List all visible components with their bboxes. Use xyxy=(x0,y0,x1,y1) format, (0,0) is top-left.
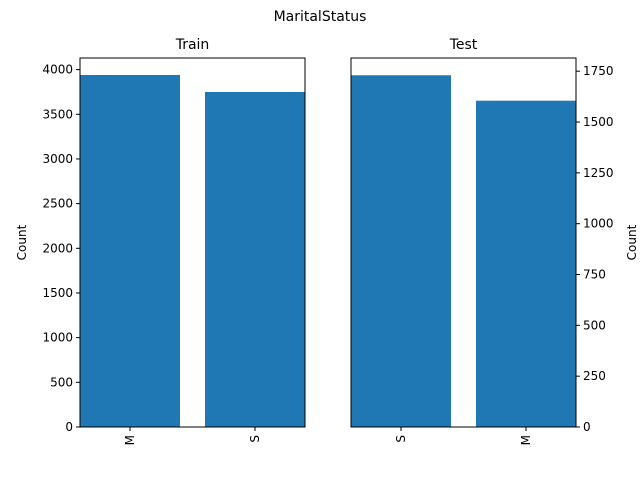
panel-1-bar-m xyxy=(80,74,180,427)
panel-1-ytick-label: 3000 xyxy=(42,152,73,166)
panel-2-ylabel: Count xyxy=(625,224,639,260)
panel-2-xtick-label: S xyxy=(394,435,408,443)
panel-2-ytick-label: 1000 xyxy=(583,217,614,231)
panel-2-ytick-label: 500 xyxy=(583,318,606,332)
panel-1-title: Train xyxy=(175,37,210,53)
panel-1-bar-s xyxy=(205,91,305,427)
panel-2-bar-s xyxy=(351,75,451,427)
panel-2-ytick-label: 750 xyxy=(583,268,606,282)
panel-1-ytick-label: 4000 xyxy=(42,63,73,77)
panel-1-xtick-label: M xyxy=(123,435,137,445)
panel-1-ytick-label: 2500 xyxy=(42,197,73,211)
panel-1-ytick-label: 3500 xyxy=(42,107,73,121)
panel-1-axes-frame xyxy=(79,57,306,428)
panel-2-ytick-label: 1500 xyxy=(583,115,614,129)
panel-2-bar-m xyxy=(476,100,576,427)
panel-2-axes-frame xyxy=(350,57,577,428)
panel-2-xtick-label: M xyxy=(519,435,533,445)
panel-1-ytick-label: 0 xyxy=(65,420,73,434)
panel-1-ytick-label: 1000 xyxy=(42,331,73,345)
panel-1-ytick-label: 500 xyxy=(50,375,73,389)
panel-1-ylabel: Count xyxy=(15,224,29,260)
panel-2-ytick-label: 250 xyxy=(583,369,606,383)
panel-2-ytick-label: 1250 xyxy=(583,166,614,180)
panel-1-ytick-label: 1500 xyxy=(42,286,73,300)
panel-1-xtick-label: S xyxy=(248,435,262,443)
panel-2-ytick-label: 0 xyxy=(583,420,591,434)
panel-2-title: Test xyxy=(449,37,478,53)
figure-suptitle: MaritalStatus xyxy=(274,9,367,25)
panel-2-ytick-label: 1750 xyxy=(583,64,614,78)
panel-1-ytick-label: 2000 xyxy=(42,241,73,255)
